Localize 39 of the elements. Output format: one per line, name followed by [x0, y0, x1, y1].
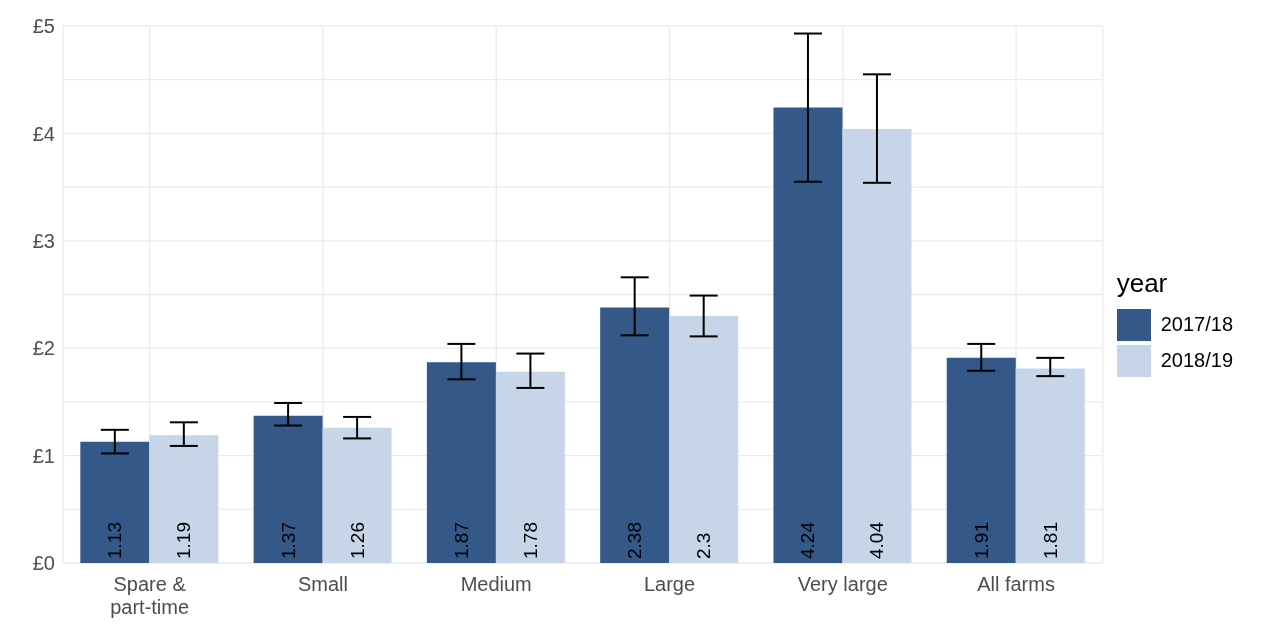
- bar: [600, 307, 670, 563]
- bar: [669, 315, 739, 563]
- bar: [946, 357, 1016, 563]
- data-label: 1.78: [519, 522, 541, 559]
- y-tick-label: £4: [32, 122, 55, 145]
- data-label: 4.24: [797, 521, 819, 559]
- data-label: 1.87: [450, 522, 472, 559]
- data-label: 2.3: [693, 532, 715, 559]
- x-tick-label: Spare & part-time: [110, 573, 190, 618]
- y-tick-label: £1: [32, 444, 55, 467]
- data-label: 1.81: [1039, 522, 1061, 559]
- bar: [842, 129, 912, 563]
- x-tick-label: Very large: [797, 573, 888, 595]
- bar: [149, 435, 219, 563]
- legend-title: year: [1116, 267, 1169, 299]
- y-tick-label: £3: [32, 229, 55, 252]
- y-tick-label: £2: [32, 337, 55, 360]
- bar: [80, 441, 150, 563]
- x-tick-label: Large: [643, 573, 696, 595]
- data-label: 4.04: [866, 521, 888, 559]
- x-tick-label: All farms: [977, 573, 1055, 595]
- data-label: 1.91: [970, 522, 992, 559]
- x-tick-label: Medium: [460, 573, 532, 595]
- data-label: 1.19: [173, 522, 195, 559]
- bar: [773, 107, 843, 563]
- legend-label: 2018/19: [1160, 349, 1233, 372]
- y-tick-label: £5: [32, 15, 55, 38]
- bar: [426, 362, 496, 563]
- bar: [322, 427, 392, 563]
- x-tick-label: Small: [297, 573, 348, 595]
- data-label: 1.13: [104, 522, 126, 559]
- bar: [1015, 368, 1085, 563]
- y-tick-label: £0: [32, 552, 55, 575]
- data-label: 1.37: [277, 522, 299, 559]
- legend-label: 2017/18: [1160, 313, 1233, 336]
- data-label: 1.26: [346, 522, 368, 559]
- bar: [495, 371, 565, 563]
- bar: [253, 415, 323, 563]
- data-label: 2.38: [624, 522, 646, 559]
